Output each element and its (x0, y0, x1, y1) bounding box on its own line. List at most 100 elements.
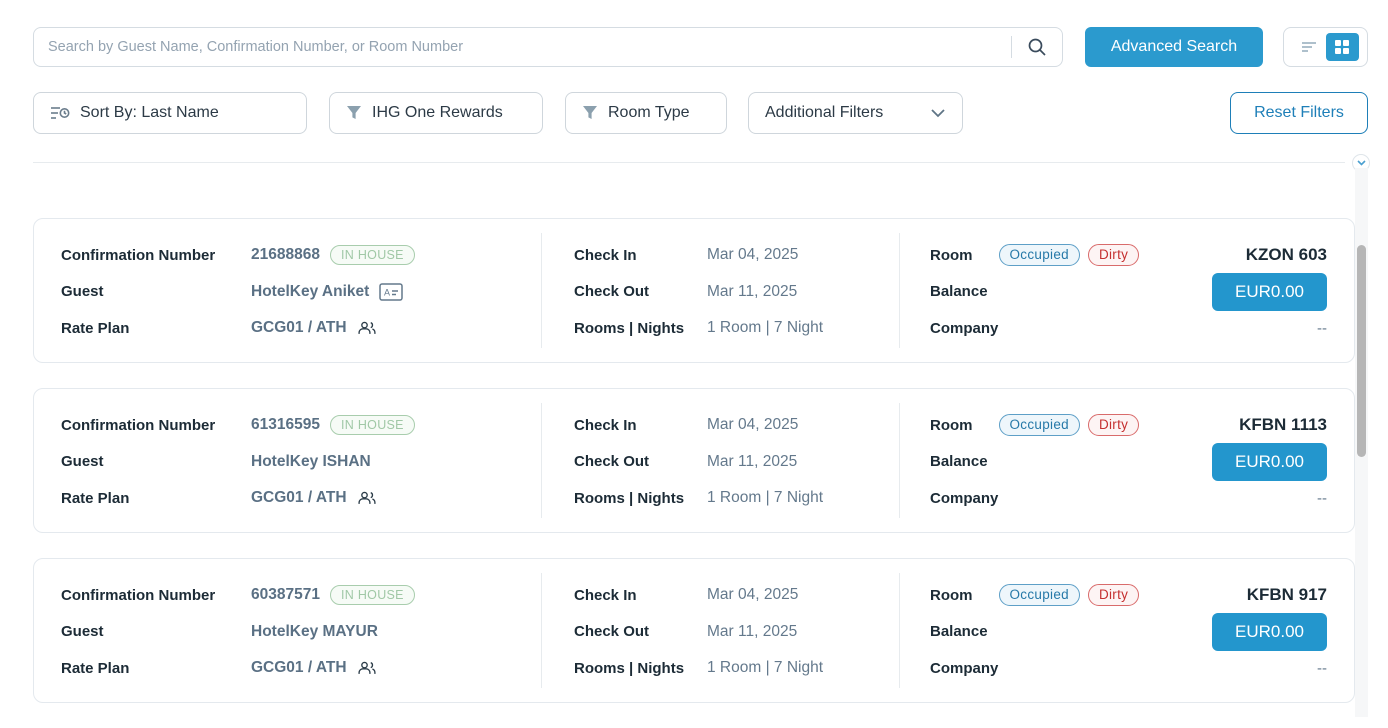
check-in-label: Check In (574, 416, 637, 434)
stay-column: Check In Mar 04, 2025 Check Out Mar 11, … (542, 389, 899, 532)
company-value: -- (1317, 489, 1327, 507)
reservation-column: Confirmation Number 21688868 IN HOUSE Gu… (34, 219, 541, 362)
guest-row: Guest HotelKey ISHAN (61, 451, 541, 473)
confirmation-number-value[interactable]: 21688868 (251, 246, 320, 263)
balance-label: Balance (930, 453, 988, 470)
rate-plan-row: Rate Plan GCG01 / ATH (61, 317, 541, 339)
chevron-down-icon (930, 108, 946, 118)
rate-plan-label: Rate Plan (61, 659, 130, 677)
ihg-rewards-label: IHG One Rewards (372, 104, 503, 121)
room-column: Room Occupied Dirty KZON 603 Balance EUR… (900, 219, 1354, 362)
room-number-value[interactable]: KZON 603 (1245, 245, 1327, 264)
guest-name[interactable]: HotelKey Aniket (251, 282, 370, 300)
id-card-icon[interactable]: A (379, 282, 404, 301)
search-bar (33, 27, 1063, 67)
confirmation-number-value[interactable]: 60387571 (251, 586, 320, 603)
list-view-button[interactable] (1292, 33, 1326, 61)
check-out-value: Mar 11, 2025 (707, 452, 798, 470)
confirmation-row: Confirmation Number 61316595 IN HOUSE (61, 414, 541, 436)
rate-plan-value[interactable]: GCG01 / ATH (251, 489, 347, 506)
additional-filters-dropdown[interactable]: Additional Filters (748, 92, 963, 134)
guest-label: Guest (61, 453, 104, 470)
guest-name[interactable]: HotelKey ISHAN (251, 452, 371, 470)
advanced-search-button[interactable]: Advanced Search (1085, 27, 1263, 67)
dirty-badge: Dirty (1087, 414, 1140, 436)
list-view-icon (1300, 40, 1318, 54)
room-row: Room Occupied Dirty KFBN 1113 (930, 414, 1327, 436)
rooms-nights-label: Rooms | Nights (574, 659, 685, 677)
card-column-divider (541, 403, 542, 518)
confirmation-number-label: Confirmation Number (61, 416, 216, 434)
balance-button[interactable]: EUR0.00 (1212, 612, 1327, 651)
status-badge: IN HOUSE (329, 414, 415, 436)
room-type-label: Room Type (608, 104, 690, 121)
guest-row: Guest HotelKey Aniket A (61, 281, 541, 303)
status-badge: IN HOUSE (329, 584, 415, 606)
rooms-nights-value: 1 Room | 7 Night (707, 489, 824, 506)
company-row: Company -- (930, 317, 1327, 339)
stay-column: Check In Mar 04, 2025 Check Out Mar 11, … (542, 559, 899, 702)
rate-plan-value[interactable]: GCG01 / ATH (251, 319, 347, 336)
check-in-value: Mar 04, 2025 (707, 586, 799, 603)
additional-filters-label: Additional Filters (765, 104, 884, 121)
card-column-divider (899, 233, 900, 348)
balance-button[interactable]: EUR0.00 (1212, 272, 1327, 311)
filter-funnel-icon (346, 105, 362, 121)
stay-column: Check In Mar 04, 2025 Check Out Mar 11, … (542, 219, 899, 362)
confirmation-number-value[interactable]: 61316595 (251, 416, 320, 433)
group-icon[interactable] (357, 660, 377, 676)
section-divider (33, 162, 1345, 163)
sort-by-label: Sort By: Last Name (80, 104, 219, 121)
guest-name[interactable]: HotelKey MAYUR (251, 622, 378, 640)
search-divider (1011, 36, 1012, 58)
occupied-badge: Occupied (998, 414, 1080, 436)
balance-label: Balance (930, 283, 988, 300)
cards-list: Confirmation Number 21688868 IN HOUSE Gu… (33, 218, 1355, 728)
grid-view-button[interactable] (1325, 33, 1359, 61)
status-badge: IN HOUSE (329, 244, 415, 266)
rate-plan-value[interactable]: GCG01 / ATH (251, 659, 347, 676)
ihg-rewards-filter[interactable]: IHG One Rewards (329, 92, 543, 134)
room-label: Room (930, 586, 973, 604)
check-in-row: Check In Mar 04, 2025 (574, 414, 899, 436)
company-label: Company (930, 319, 999, 337)
check-in-value: Mar 04, 2025 (707, 416, 799, 433)
reservation-card[interactable]: Confirmation Number 60387571 IN HOUSE Gu… (33, 558, 1355, 703)
search-input[interactable] (34, 28, 1011, 66)
room-row: Room Occupied Dirty KFBN 917 (930, 584, 1327, 606)
card-column-divider (541, 573, 542, 688)
scrollbar-thumb[interactable] (1357, 245, 1366, 457)
group-icon[interactable] (357, 490, 377, 506)
dirty-badge: Dirty (1087, 244, 1140, 266)
balance-row: Balance EUR0.00 (930, 612, 1327, 651)
reservation-card[interactable]: Confirmation Number 21688868 IN HOUSE Gu… (33, 218, 1355, 363)
guest-label: Guest (61, 283, 104, 300)
room-number-value[interactable]: KFBN 1113 (1239, 415, 1327, 434)
company-value: -- (1317, 659, 1327, 677)
search-button[interactable] (1012, 28, 1062, 66)
reservation-column: Confirmation Number 60387571 IN HOUSE Gu… (34, 559, 541, 702)
confirmation-number-label: Confirmation Number (61, 586, 216, 604)
check-in-label: Check In (574, 246, 637, 264)
rooms-nights-value: 1 Room | 7 Night (707, 659, 824, 676)
rooms-nights-row: Rooms | Nights 1 Room | 7 Night (574, 487, 899, 509)
check-in-row: Check In Mar 04, 2025 (574, 584, 899, 606)
card-column-divider (899, 573, 900, 688)
group-icon[interactable] (357, 320, 377, 336)
check-out-row: Check Out Mar 11, 2025 (574, 621, 899, 643)
check-out-value: Mar 11, 2025 (707, 282, 798, 300)
check-out-label: Check Out (574, 283, 650, 300)
rooms-nights-row: Rooms | Nights 1 Room | 7 Night (574, 657, 899, 679)
room-type-filter[interactable]: Room Type (565, 92, 727, 134)
company-row: Company -- (930, 487, 1327, 509)
rooms-nights-label: Rooms | Nights (574, 319, 685, 337)
grid-view-icon (1334, 39, 1350, 55)
svg-text:A: A (384, 287, 390, 297)
sort-by-dropdown[interactable]: Sort By: Last Name (33, 92, 307, 134)
reservation-card[interactable]: Confirmation Number 61316595 IN HOUSE Gu… (33, 388, 1355, 533)
balance-row: Balance EUR0.00 (930, 442, 1327, 481)
reset-filters-button[interactable]: Reset Filters (1230, 92, 1368, 134)
balance-button[interactable]: EUR0.00 (1212, 442, 1327, 481)
filter-funnel-icon (582, 105, 598, 121)
room-number-value[interactable]: KFBN 917 (1246, 585, 1327, 604)
